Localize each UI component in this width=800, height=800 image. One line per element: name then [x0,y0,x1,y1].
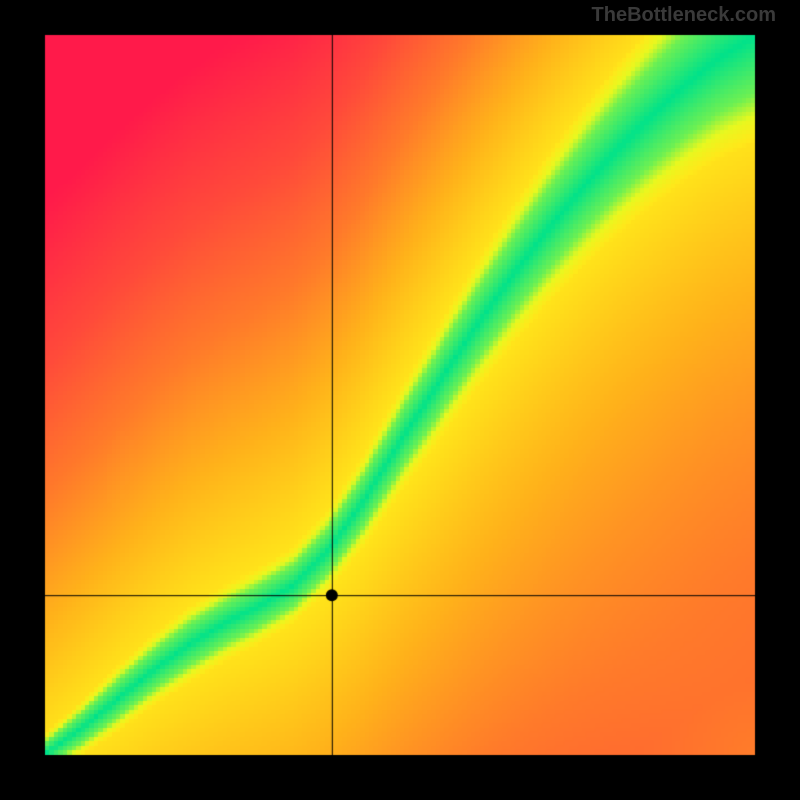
chart-container: TheBottleneck.com [0,0,800,800]
bottleneck-heatmap [0,0,800,800]
